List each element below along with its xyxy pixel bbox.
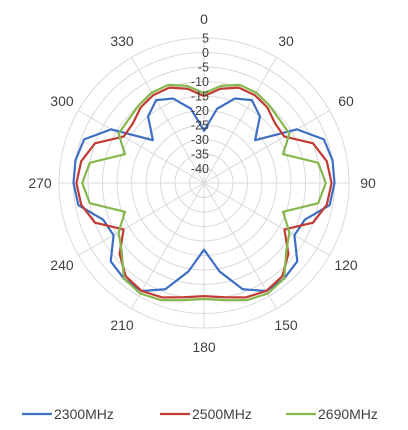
grid-spoke <box>203 182 330 256</box>
radial-tick-label: -10 <box>191 75 209 89</box>
series-line-2300MHz <box>72 97 336 293</box>
grid-spoke <box>203 110 330 184</box>
legend-label: 2690MHz <box>318 406 378 422</box>
grid-spoke <box>78 182 205 256</box>
angle-labels: 0 30 60 90 120 150 180 210 240 270 300 330 <box>28 11 376 355</box>
angle-label: 180 <box>192 339 216 355</box>
radial-tick-labels: 50-5-10-15-20-25-30-35-40 <box>191 32 209 177</box>
legend-item-2300MHz: 2300MHz <box>22 406 114 422</box>
radial-tick-label: -5 <box>198 61 209 75</box>
legend-item-2690MHz: 2690MHz <box>286 406 378 422</box>
legend-label: 2500MHz <box>192 406 252 422</box>
grid-spoke <box>131 182 205 309</box>
radial-tick-label: -15 <box>191 90 209 104</box>
legend-item-2500MHz: 2500MHz <box>160 406 252 422</box>
angle-label: 210 <box>110 317 134 333</box>
radial-tick-label: -40 <box>191 162 209 176</box>
series-line-2500MHz <box>75 86 333 299</box>
angle-label: 30 <box>278 33 294 49</box>
angle-label: 0 <box>200 11 208 27</box>
radial-tick-label: 5 <box>202 32 209 46</box>
legend: 2300MHz 2500MHz 2690MHz <box>22 406 378 422</box>
series-lines <box>72 83 336 302</box>
grid-spoke <box>203 182 277 309</box>
angle-label: 300 <box>50 93 74 109</box>
legend-label: 2300MHz <box>54 406 114 422</box>
series-line-2690MHz <box>81 83 327 302</box>
angle-label: 240 <box>50 257 74 273</box>
radial-tick-label: -30 <box>191 133 209 147</box>
angle-label: 270 <box>28 175 52 191</box>
radial-tick-label: -25 <box>191 119 209 133</box>
angle-label: 150 <box>274 317 298 333</box>
angle-label: 330 <box>110 33 134 49</box>
radial-tick-label: -35 <box>191 148 209 162</box>
angle-label: 60 <box>338 93 354 109</box>
angle-label: 120 <box>334 257 358 273</box>
grid-spoke <box>78 110 205 184</box>
radial-tick-label: -20 <box>191 104 209 118</box>
grid-spoke <box>131 57 205 184</box>
radial-tick-label: 0 <box>202 46 209 60</box>
angle-label: 90 <box>360 175 376 191</box>
grid-spoke <box>203 57 277 184</box>
